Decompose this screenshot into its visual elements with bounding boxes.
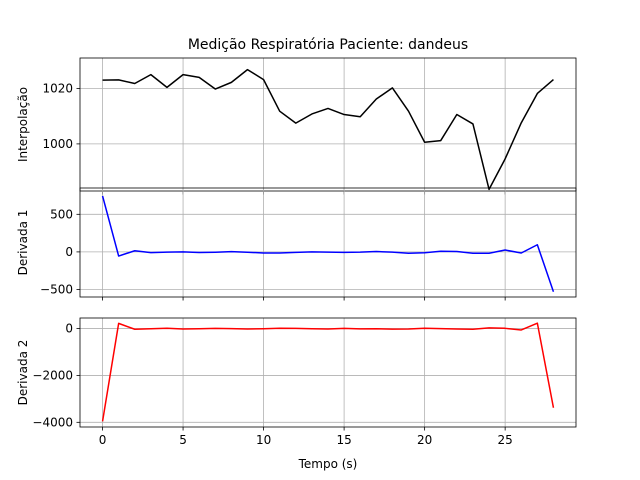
x-axis-label: Tempo (s) — [298, 457, 358, 471]
x-tick-label: 5 — [179, 433, 187, 447]
y-axis-label: Derivada 2 — [16, 340, 30, 406]
subplot-2: −500 0 500 Derivada 1 — [16, 187, 577, 301]
series-line — [101, 322, 555, 422]
x-tick-label: 10 — [256, 433, 271, 447]
y-tick-label: −500 — [40, 283, 73, 297]
x-tick-label: 0 — [99, 433, 107, 447]
y-tick-label: 0 — [65, 322, 73, 336]
axes-frame — [79, 57, 577, 192]
subplot-3: 0 5 10 15 20 25 −4000 −2000 0 Derivada 2 Tempo (s) — [16, 317, 577, 471]
x-tick-label: 25 — [498, 433, 513, 447]
axes-frame — [79, 187, 577, 298]
y-tick-label: 500 — [50, 208, 73, 222]
x-tick-label: 15 — [336, 433, 351, 447]
subplot-1: 1000 1020 Interpolação Medição Respiratória… — [16, 37, 577, 195]
series-line — [102, 68, 554, 191]
y-axis-label: Derivada 1 — [16, 210, 30, 276]
y-tick-label: 1000 — [42, 137, 73, 151]
y-axis-label: Interpolação — [16, 87, 30, 162]
y-tick-label: 1020 — [42, 82, 73, 96]
series-line — [101, 195, 555, 292]
x-tick-label: 20 — [417, 433, 432, 447]
y-tick-label: 0 — [65, 245, 73, 259]
y-tick-label: −4000 — [32, 416, 73, 430]
axes-frame — [79, 317, 577, 428]
y-tick-label: −2000 — [32, 369, 73, 383]
chart-title: Medição Respiratória Paciente: dandeus — [188, 37, 468, 53]
